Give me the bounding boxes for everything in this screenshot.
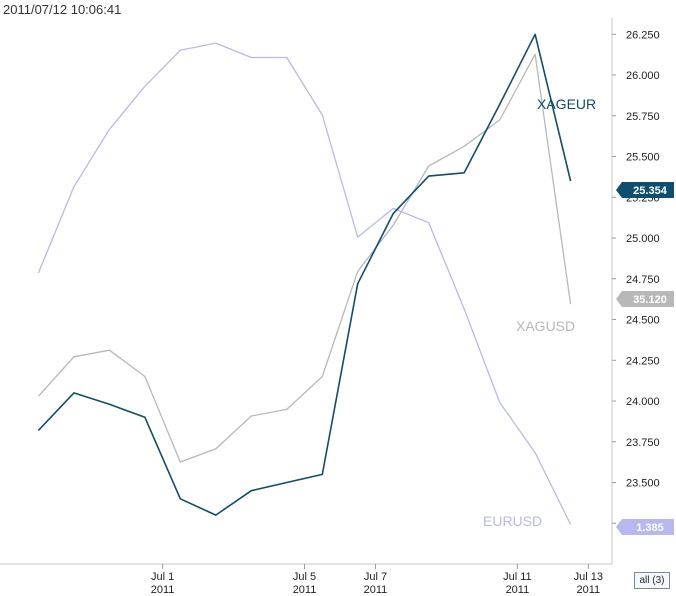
value-badge-text-eurusd: 1.385 <box>636 522 664 534</box>
series-line-eurusd <box>37 42 572 525</box>
series-labels: XAGEUR XAGUSD EURUSD <box>483 96 596 529</box>
y-tick-label: 24.250 <box>626 355 660 367</box>
x-tick-year-label: 2011 <box>364 584 388 596</box>
series-label-xagusd: XAGUSD <box>516 318 575 334</box>
series-label-eurusd: EURUSD <box>483 513 542 529</box>
series-line-xageur <box>37 33 572 516</box>
y-tick-label: 24.750 <box>626 274 660 286</box>
value-badge-text-xagusd: 35.120 <box>633 294 667 306</box>
x-tick-year-label: 2011 <box>506 584 530 596</box>
y-tick-label: 25.000 <box>626 233 660 245</box>
range-all-button[interactable]: all (3) <box>634 572 670 589</box>
chart-timestamp: 2011/07/12 10:06:41 <box>3 2 122 17</box>
y-tick-label: 24.500 <box>626 315 660 327</box>
series-line-xagusd <box>37 53 572 463</box>
x-tick-label: Jul 1 <box>151 571 174 583</box>
x-tick-label: Jul 7 <box>364 571 387 583</box>
x-tick-year-label: 2011 <box>577 584 601 596</box>
x-tick-label: Jul 13 <box>574 571 603 583</box>
value-badge-xagusd <box>616 291 674 307</box>
y-tick-label: 25.500 <box>626 152 660 164</box>
value-badge-text-xageur: 25.354 <box>633 185 668 197</box>
x-tick-label: Jul 11 <box>503 571 532 583</box>
x-tick-year-label: 2011 <box>293 584 317 596</box>
series-label-xageur: XAGEUR <box>537 96 596 112</box>
x-tick-year-label: 2011 <box>151 584 175 596</box>
y-tick-label: 24.000 <box>626 396 660 408</box>
y-tick-label: 25.750 <box>626 111 660 123</box>
y-tick-label: 23.500 <box>626 478 660 490</box>
value-badge-xageur <box>616 182 674 198</box>
current-value-badges: 25.354 35.120 1.385 <box>616 182 674 535</box>
series-layer <box>37 33 572 525</box>
y-axis-ticks: 23.25023.50023.75024.00024.25024.50024.7… <box>612 29 660 530</box>
value-badge-eurusd <box>616 519 674 535</box>
y-tick-label: 26.000 <box>626 70 660 82</box>
y-tick-label: 26.250 <box>626 29 660 41</box>
y-tick-label: 23.750 <box>626 437 660 449</box>
plot-background <box>0 18 612 564</box>
x-tick-label: Jul 5 <box>293 571 316 583</box>
